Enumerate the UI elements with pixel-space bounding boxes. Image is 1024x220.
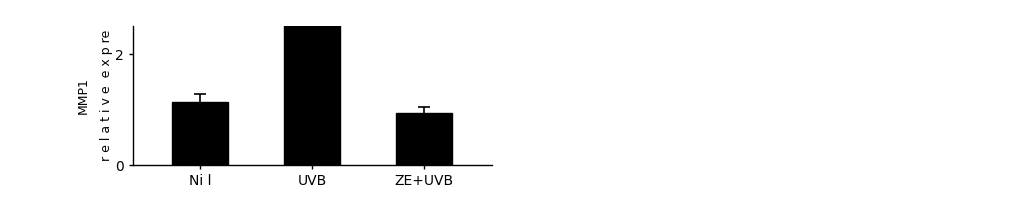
Bar <box>285 0 340 165</box>
Bar <box>172 102 228 165</box>
Bar <box>396 114 453 165</box>
Y-axis label: MMP1
r e l a t i v e  e x p re: MMP1 r e l a t i v e e x p re <box>77 30 113 161</box>
